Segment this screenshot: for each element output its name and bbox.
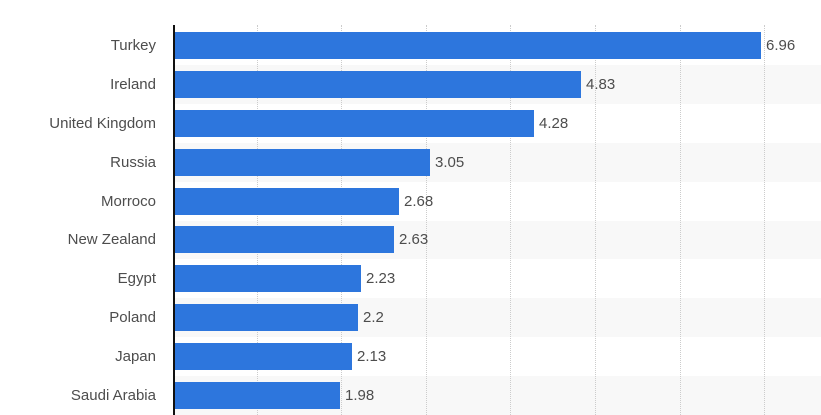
value-label: 3.05 (435, 153, 465, 171)
category-label: Turkey (110, 36, 156, 54)
category-label: Saudi Arabia (70, 387, 156, 405)
chart-row: 2.23 (175, 259, 821, 298)
chart-row: 2.13 (175, 337, 821, 376)
category-label: Japan (115, 348, 156, 366)
category-label: United Kingdom (49, 114, 156, 132)
value-label: 6.96 (766, 36, 796, 54)
bar-rows: 6.96 4.83 4.28 3.05 2.68 2.63 2.23 2.2 2.13 1.98 (175, 26, 821, 415)
label-row: Morroco (0, 182, 156, 221)
y-axis-line (173, 25, 175, 415)
bar[interactable] (175, 265, 361, 293)
label-row: Egypt (0, 259, 156, 298)
bar[interactable] (175, 382, 340, 410)
bar[interactable] (175, 70, 581, 98)
bar[interactable] (175, 148, 430, 176)
category-label: Morroco (100, 192, 156, 210)
bar[interactable] (175, 304, 358, 332)
chart-row: 6.96 (175, 26, 821, 65)
bar[interactable] (175, 31, 761, 59)
plot-area: 6.96 4.83 4.28 3.05 2.68 2.63 2.23 2.2 2.13 1.98 (175, 25, 821, 415)
chart-row: 2.63 (175, 220, 821, 260)
category-axis: Turkey Ireland United Kingdom Russia Morroco… (0, 26, 156, 415)
value-label: 2.2 (363, 309, 384, 327)
category-label: Ireland (110, 75, 156, 93)
chart-row: 3.05 (175, 142, 821, 182)
chart-row: 4.28 (175, 104, 821, 143)
bar[interactable] (175, 187, 399, 215)
label-row: Ireland (0, 65, 156, 104)
label-row: Japan (0, 337, 156, 376)
chart-row: 2.68 (175, 182, 821, 221)
label-row: Saudi Arabia (0, 376, 156, 415)
label-row: Turkey (0, 26, 156, 65)
value-label: 2.68 (404, 192, 434, 210)
label-row: Poland (0, 298, 156, 337)
value-label: 4.28 (539, 114, 569, 132)
value-label: 2.23 (366, 270, 396, 288)
label-row: New Zealand (0, 221, 156, 260)
chart-row: 2.2 (175, 298, 821, 338)
bar[interactable] (175, 109, 534, 137)
chart-row: 1.98 (175, 376, 821, 415)
category-label: New Zealand (67, 231, 156, 249)
label-row: Russia (0, 143, 156, 182)
value-label: 2.13 (357, 348, 387, 366)
category-label: Egypt (117, 270, 156, 288)
category-label: Russia (110, 153, 156, 171)
bar[interactable] (175, 343, 352, 371)
value-label: 1.98 (345, 387, 375, 405)
value-label: 4.83 (586, 75, 616, 93)
category-label: Poland (109, 309, 156, 327)
label-row: United Kingdom (0, 104, 156, 143)
bar[interactable] (175, 226, 394, 254)
chart-row: 4.83 (175, 64, 821, 104)
value-label: 2.63 (399, 231, 429, 249)
